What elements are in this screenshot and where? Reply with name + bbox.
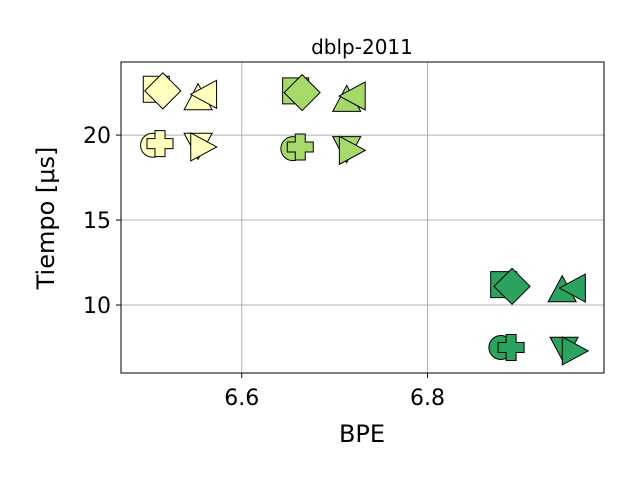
data-point-triangle-left (189, 79, 218, 110)
data-points (140, 72, 590, 366)
data-point-diamond (283, 73, 321, 112)
x-tick-label: 6.8 (410, 386, 445, 411)
data-point-triangle-right (561, 336, 590, 366)
plot-frame (120, 61, 605, 374)
data-point-diamond (144, 72, 182, 110)
y-axis-label: Tiempo [μs] (32, 147, 60, 291)
data-point-plus (497, 334, 525, 362)
data-point-triangle-right (338, 135, 367, 166)
data-point-triangle-left (338, 81, 366, 111)
data-point-triangle-left (558, 273, 586, 303)
chart-title: dblp-2011 (311, 35, 413, 59)
x-axis-label: BPE (339, 420, 385, 448)
ticks: 6.6 6.8 10 15 20 (83, 124, 445, 411)
data-point-triangle-right (190, 132, 218, 162)
x-tick-label: 6.6 (224, 386, 259, 411)
y-tick-label: 10 (83, 294, 111, 319)
data-point-plus (146, 130, 174, 158)
y-tick-label: 20 (83, 124, 111, 149)
data-point-diamond (493, 267, 531, 306)
data-point-plus (286, 133, 314, 161)
y-tick-label: 15 (83, 209, 111, 234)
